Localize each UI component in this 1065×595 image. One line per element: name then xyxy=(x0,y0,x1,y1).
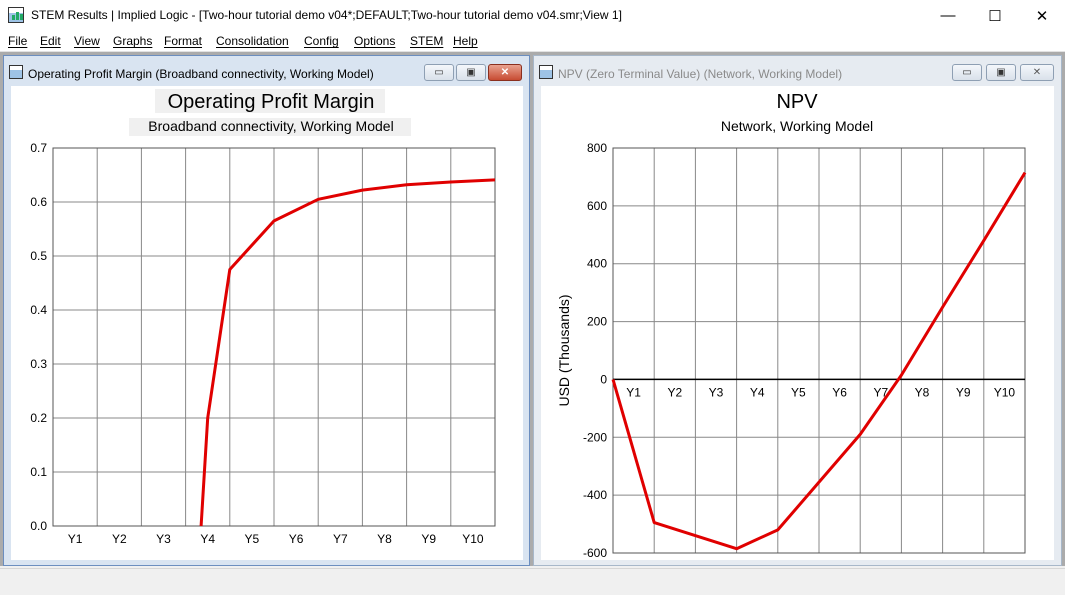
x-tick-label: Y4 xyxy=(750,385,765,399)
y-tick-label: -200 xyxy=(583,430,607,444)
x-tick-label: Y7 xyxy=(333,532,348,546)
menu-bar: File Edit View Graphs Format Consolidati… xyxy=(0,31,1065,52)
x-tick-label: Y3 xyxy=(709,385,724,399)
menu-consolidation[interactable]: Consolidation xyxy=(216,34,289,48)
status-bar xyxy=(0,568,1065,595)
y-axis-label: USD (Thousands) xyxy=(556,294,572,406)
y-tick-label: 0.6 xyxy=(30,195,47,209)
menu-stem[interactable]: STEM xyxy=(410,34,443,48)
title-bar: STEM Results | Implied Logic - [Two-hour… xyxy=(0,0,1065,31)
x-tick-label: Y9 xyxy=(956,385,971,399)
chart-panel: Operating Profit Margin Broadband connect… xyxy=(11,86,523,560)
y-tick-label: 0.4 xyxy=(30,303,47,317)
x-tick-label: Y1 xyxy=(68,532,83,546)
x-tick-label: Y6 xyxy=(289,532,304,546)
child-minimize-button[interactable]: ▭ xyxy=(424,64,454,81)
x-tick-label: Y9 xyxy=(421,532,436,546)
chart-subtitle: Broadband connectivity, Working Model xyxy=(148,118,393,134)
x-tick-label: Y5 xyxy=(245,532,260,546)
chart-window-icon xyxy=(9,65,23,79)
menu-graphs[interactable]: Graphs xyxy=(113,34,152,48)
window-title: STEM Results | Implied Logic - [Two-hour… xyxy=(31,8,622,22)
child-restore-button[interactable]: ▣ xyxy=(456,64,486,81)
x-tick-label: Y10 xyxy=(462,532,484,546)
x-tick-label: Y3 xyxy=(156,532,171,546)
child-title-bar[interactable]: Operating Profit Margin (Broadband conne… xyxy=(4,56,529,84)
x-tick-label: Y1 xyxy=(626,385,641,399)
y-tick-label: -600 xyxy=(583,546,607,560)
menu-format[interactable]: Format xyxy=(164,34,202,48)
y-tick-label: 0.2 xyxy=(30,411,47,425)
y-tick-label: 0.1 xyxy=(30,465,47,479)
x-tick-label: Y6 xyxy=(832,385,847,399)
chart-subtitle: Network, Working Model xyxy=(721,118,873,134)
x-tick-label: Y4 xyxy=(200,532,215,546)
child-restore-button[interactable]: ▣ xyxy=(986,64,1016,81)
menu-edit[interactable]: Edit xyxy=(40,34,61,48)
y-tick-label: 800 xyxy=(587,141,607,155)
x-tick-label: Y2 xyxy=(112,532,127,546)
chart-title: Operating Profit Margin xyxy=(168,91,375,113)
y-tick-label: 0.5 xyxy=(30,249,47,263)
x-tick-label: Y10 xyxy=(994,385,1016,399)
child-close-button[interactable]: ✕ xyxy=(488,64,522,81)
child-minimize-button[interactable]: ▭ xyxy=(952,64,982,81)
child-window-npv[interactable]: NPV (Zero Terminal Value) (Network, Work… xyxy=(533,55,1062,566)
y-tick-label: 0.3 xyxy=(30,357,47,371)
chart-panel: NPV Network, Working Model -600 -400 -200 0 20… xyxy=(541,86,1054,560)
y-tick-label: 400 xyxy=(587,257,607,271)
y-tick-label: 0.7 xyxy=(30,141,47,155)
close-button[interactable]: ✕ xyxy=(1019,0,1065,31)
y-tick-label: 600 xyxy=(587,199,607,213)
maximize-button[interactable]: ☐ xyxy=(972,0,1018,31)
x-tick-label: Y2 xyxy=(667,385,682,399)
child-window-operating-profit-margin[interactable]: Operating Profit Margin (Broadband conne… xyxy=(3,55,530,566)
y-tick-label: 0.0 xyxy=(30,519,47,533)
x-tick-label: Y5 xyxy=(791,385,806,399)
menu-options[interactable]: Options xyxy=(354,34,395,48)
child-title-bar[interactable]: NPV (Zero Terminal Value) (Network, Work… xyxy=(534,56,1061,84)
npv-chart: NPV Network, Working Model -600 -400 -200 0 20… xyxy=(541,86,1054,560)
child-title: Operating Profit Margin (Broadband conne… xyxy=(28,67,374,81)
chart-window-icon xyxy=(539,65,553,79)
y-tick-label: 0 xyxy=(600,372,607,386)
menu-help[interactable]: Help xyxy=(453,34,478,48)
y-tick-label: -400 xyxy=(583,488,607,502)
child-close-button[interactable]: ✕ xyxy=(1020,64,1054,81)
x-tick-label: Y8 xyxy=(377,532,392,546)
menu-config[interactable]: Config xyxy=(304,34,339,48)
x-tick-label: Y8 xyxy=(915,385,930,399)
chart-title: NPV xyxy=(776,91,818,113)
app-icon xyxy=(8,7,24,23)
menu-view[interactable]: View xyxy=(74,34,100,48)
operating-profit-margin-chart: Operating Profit Margin Broadband connect… xyxy=(11,86,523,560)
y-tick-label: 200 xyxy=(587,315,607,329)
child-title: NPV (Zero Terminal Value) (Network, Work… xyxy=(558,67,842,81)
menu-file[interactable]: File xyxy=(8,34,27,48)
minimize-button[interactable]: — xyxy=(925,0,971,31)
